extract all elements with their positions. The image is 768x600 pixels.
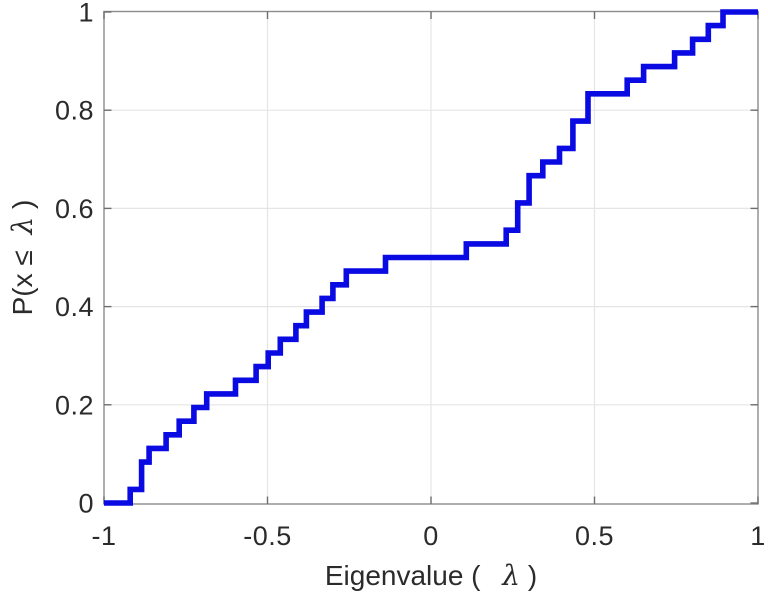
- y-tick-label: 0: [78, 489, 94, 519]
- x-tick-label: 0: [423, 521, 439, 551]
- y-tick-label: 0.4: [55, 292, 94, 322]
- y-tick-label: 0.8: [55, 96, 94, 126]
- y-axis-label: P(x ≤ λ ): [6, 200, 39, 316]
- y-tick-label: 0.6: [55, 194, 94, 224]
- lambda-symbol: λ: [501, 559, 520, 592]
- x-tick-labels: -1 -0.5 0 0.5 1: [91, 521, 765, 551]
- x-tick-label: 0.5: [575, 521, 614, 551]
- y-axis-label-text: P(x ≤: [7, 250, 38, 315]
- x-axis-label: Eigenvalue ( λ ): [325, 559, 537, 592]
- y-tick-label: 1: [78, 0, 94, 28]
- ecdf-line: [104, 9, 758, 506]
- y-tick-labels: 0 0.2 0.4 0.6 0.8 1: [55, 0, 94, 519]
- x-axis-label-text: Eigenvalue (: [325, 560, 481, 591]
- x-tick-label: -0.5: [243, 521, 292, 551]
- x-tick-label: 1: [750, 521, 766, 551]
- x-tick-label: -1: [91, 521, 116, 551]
- y-tick-label: 0.2: [55, 390, 94, 420]
- lambda-symbol: λ: [6, 217, 39, 236]
